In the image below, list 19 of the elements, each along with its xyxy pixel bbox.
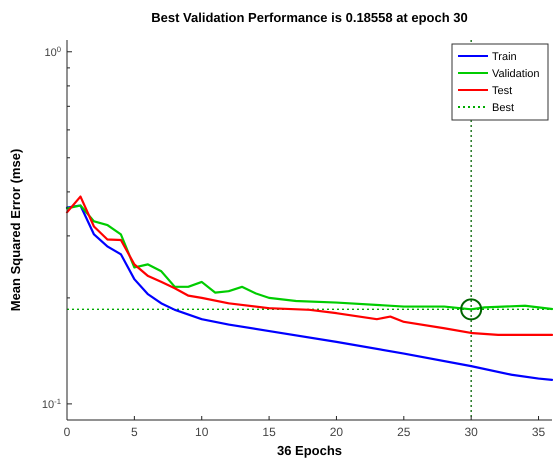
x-tick-label: 5: [131, 425, 138, 439]
legend-label: Train: [492, 51, 517, 63]
line-series: [66, 195, 553, 336]
legend-label: Validation: [492, 68, 540, 80]
line-series: [66, 204, 553, 381]
x-tick-label: 30: [464, 425, 478, 439]
y-tick-label: 10$^{-1}$: [42, 396, 61, 411]
y-axis-title: Mean Squared Error (mse): [8, 148, 23, 312]
x-tick-label: 0: [64, 425, 71, 439]
x-axis-title: 36 Epochs: [276, 443, 342, 458]
x-tick-label: 10: [195, 425, 209, 439]
y-tick-label: 10$^{0}$: [44, 44, 61, 59]
x-tick-label: 20: [330, 425, 344, 439]
legend-label: Test: [492, 85, 512, 97]
chart-title: Best Validation Performance is 0.18558 at epoch 30: [151, 10, 468, 25]
x-tick-label: 35: [532, 425, 546, 439]
legend-label: Best: [492, 102, 514, 114]
x-tick-label: 25: [397, 425, 411, 439]
x-tick-label: 15: [262, 425, 276, 439]
